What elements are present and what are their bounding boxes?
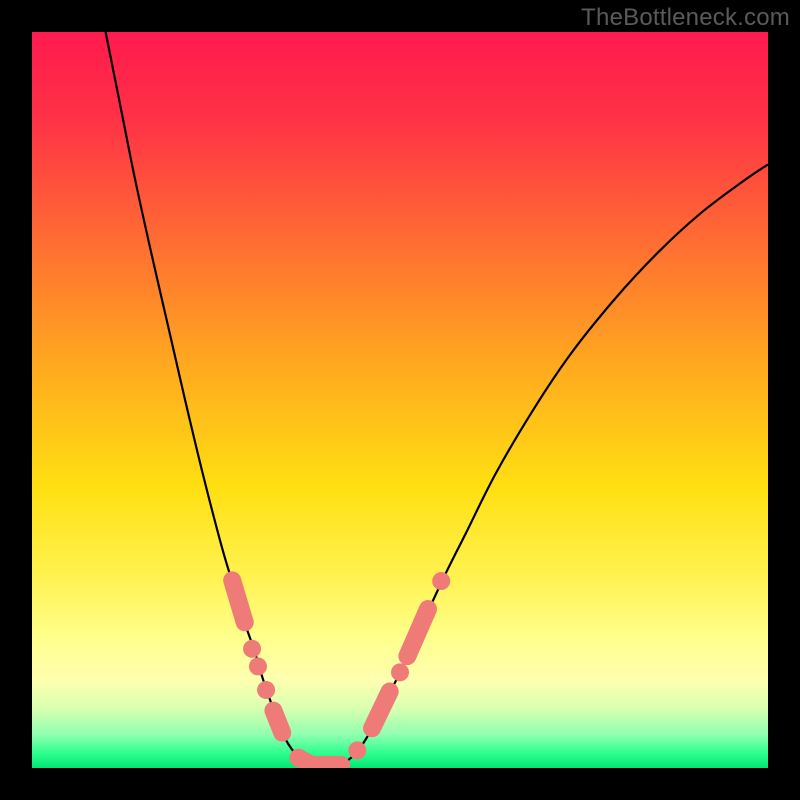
watermark-text: TheBottleneck.com [581,4,790,32]
marker-dot [432,572,450,590]
marker-dot [257,681,275,699]
marker-capsule [232,580,245,622]
marker-dot [249,657,267,675]
marker-capsule [273,711,282,733]
chart-svg [0,0,800,800]
marker-dot [391,663,409,681]
marker-dot [243,640,261,658]
marker-dot [348,741,366,759]
chart-container: TheBottleneck.com [0,0,800,800]
